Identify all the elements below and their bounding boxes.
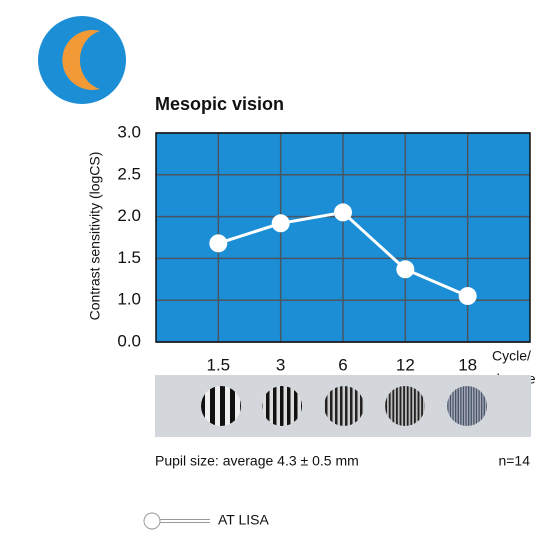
data-point	[334, 203, 352, 222]
data-point	[458, 287, 477, 306]
x-tick-label: 18	[458, 355, 477, 374]
y-tick-label: 2.5	[117, 164, 141, 183]
y-axis-label: Contrast sensitivity (logCS)	[87, 152, 103, 321]
moon-icon	[38, 16, 126, 104]
y-tick-label: 1.0	[117, 290, 141, 309]
legend-label: AT LISA	[218, 512, 270, 528]
x-tick-label: 12	[396, 355, 415, 374]
data-point	[209, 234, 228, 253]
y-tick-label: 2.0	[117, 206, 141, 225]
footnote: Pupil size: average 4.3 ± 0.5 mm	[155, 453, 359, 469]
y-tick-label: 1.5	[117, 248, 141, 267]
x-tick-label: 6	[338, 355, 347, 374]
y-tick-label: 0.0	[117, 331, 141, 350]
x-tick-label: 3	[276, 355, 285, 374]
x-tick-label: 1.5	[207, 355, 231, 374]
sample-size: n=14	[498, 453, 530, 469]
legend: AT LISA	[143, 512, 270, 530]
chart-title: Mesopic vision	[155, 94, 284, 114]
x-axis-label: Cycle/	[492, 348, 531, 364]
data-point	[271, 214, 290, 233]
data-point	[396, 260, 415, 279]
plot-border	[155, 132, 531, 343]
y-tick-label: 3.0	[117, 122, 141, 141]
grating-strip	[155, 375, 531, 437]
